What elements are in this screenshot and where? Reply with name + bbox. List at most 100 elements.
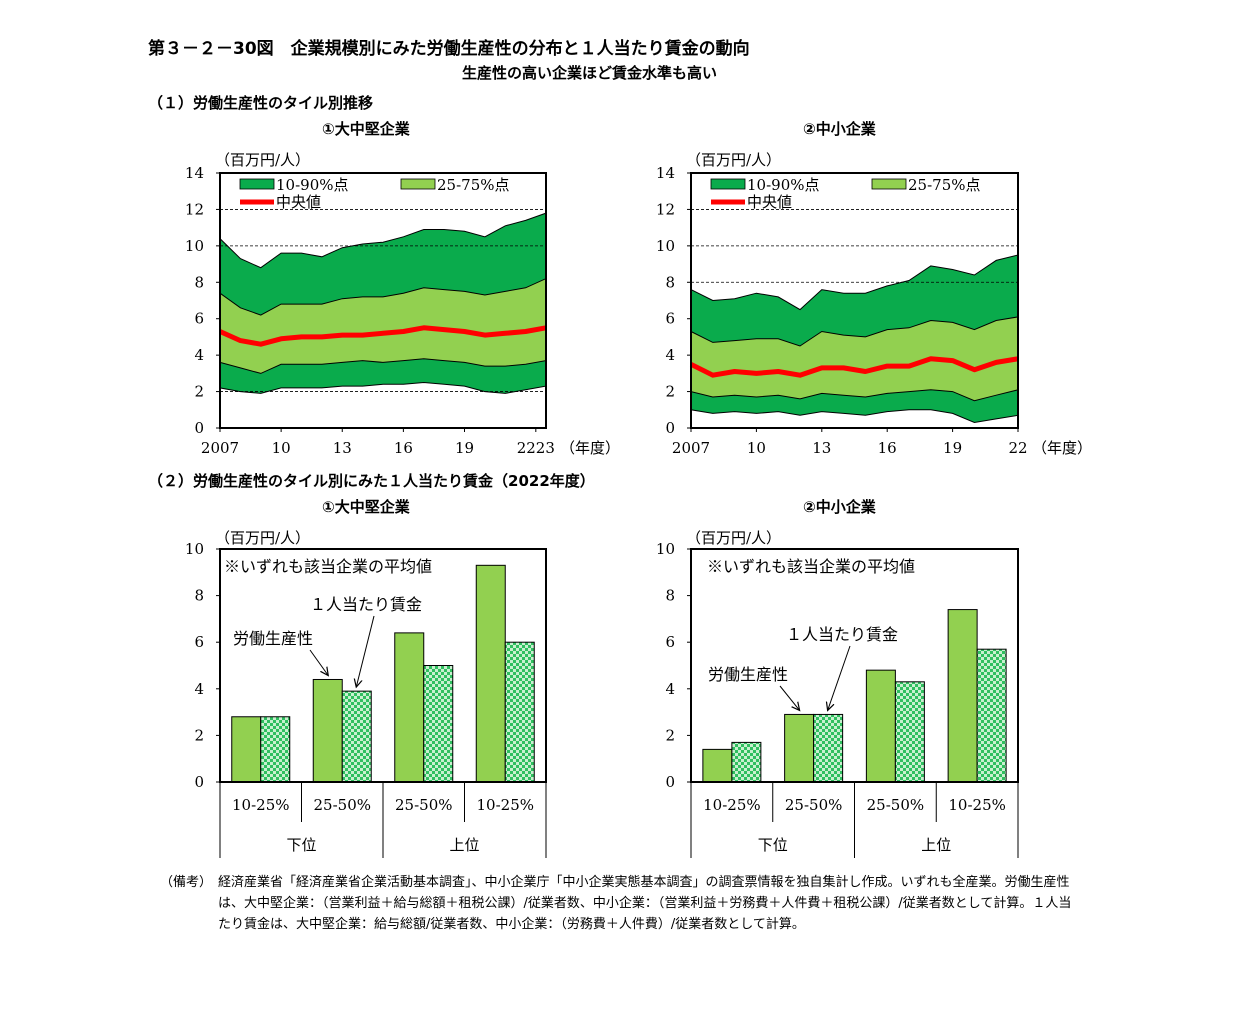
bar-large-ytick-label: 2 [194,726,204,744]
bar-large-bar-productivity [231,716,262,783]
line-large-legend-label-median: 中央値 [276,193,321,211]
figure-subtitle: 生産性の高い企業ほど賃金水準も高い [462,64,718,82]
line-small-legend-label-10-90: 10-90%点 [747,176,820,194]
line-small-ytick-label: 4 [665,346,675,364]
bar-large-ytick-label: 8 [194,587,204,605]
bar-large-bar-productivity [312,678,343,783]
bar-large-note: ※いずれも該当企業の平均値 [224,557,432,576]
panel-title-large-2: ①大中堅企業 [322,498,410,516]
bar-small-category-label: 10-25% [703,796,761,814]
bar-large-ytick-label: 10 [185,540,204,558]
bar-large-arrow-productivity [309,649,328,675]
line-small-ytick-label: 2 [665,383,675,401]
bar-small-annotation-wage: １人当たり賃金 [786,625,898,644]
line-large-xlabel: （年度） [560,439,620,457]
bar-small-category-label: 25-50% [867,796,925,814]
bar-small-ytick-label: 8 [665,587,675,605]
line-small-xtick-label: 19 [943,439,962,457]
line-large-median-line [218,325,547,347]
line-large-ytick-label: 12 [185,200,204,218]
bar-small-bar-wage [813,713,844,783]
bar-small-arrow-productivity [779,685,800,710]
bar-small-bar-productivity [784,713,815,783]
bar-large-ytick-label: 4 [194,680,204,698]
line-small-ytick-label: 12 [656,200,675,218]
bar-small-ytick-label: 0 [665,773,675,791]
line-small-legend-label-25-75: 25-75%点 [908,176,981,194]
bar-small-ytick-label: 4 [665,680,675,698]
bar-large-category-label: 25-50% [314,796,372,814]
notes-text: 経済産業省「経済産業省企業活動基本調査」、中小企業庁「中小企業実態基本調査」の調… [218,875,1072,932]
line-large-ylabel: （百万円/人） [215,151,310,169]
line-small-ytick-label: 14 [656,164,675,182]
line-large-ytick-label: 14 [185,164,204,182]
bar-small-bar-productivity [947,609,978,783]
panel-title-small-1: ②中小企業 [803,120,876,138]
line-small-xtick-label: 10 [747,439,766,457]
line-large-ytick-label: 0 [194,419,204,437]
line-small-median-line [689,356,1019,378]
bar-small-bar-wage [731,741,762,783]
line-large-legend-label-10-90: 10-90%点 [276,176,349,194]
bar-small-bar-wage [976,648,1007,783]
line-large-xtick-label: 10 [272,439,291,457]
bar-large-annotation-productivity: 労働生産性 [233,629,313,648]
bar-large-category-label: 10-25% [477,796,535,814]
line-large-ytick-label: 4 [194,346,204,364]
line-small-ytick-label: 6 [665,310,675,328]
line-small-ytick-label: 8 [665,273,675,291]
bar-large-bar-productivity [394,632,425,783]
bar-small-arrow-wage [828,645,851,710]
panel-title-small-2: ②中小企業 [803,498,876,516]
line-small-legend-swatch-10-90 [710,178,746,190]
bar-large-bar-wage [341,690,372,783]
line-large-legend-swatch-10-90 [239,178,275,190]
bar-large-category-label: 10-25% [232,796,290,814]
line-large-legend-swatch-25-75 [400,178,436,190]
bar-large-bar-productivity [475,564,506,783]
line-large-xtick-label: 16 [394,439,413,457]
line-small-xtick-label: 2007 [672,439,710,457]
notes: （備考） 経済産業省「経済産業省企業活動基本調査」、中小企業庁「中小企業実態基本… [160,872,1078,935]
line-small-xtick-label: 22 [1008,439,1027,457]
section-1-heading: （１）労働生産性のタイル別推移 [148,94,374,112]
line-small-xlabel: （年度） [1032,439,1092,457]
line-small-legend-label-median: 中央値 [747,193,792,211]
bar-small-bar-productivity [702,748,733,783]
bar-small-ytick-label: 6 [665,633,675,651]
line-large-legend-label-25-75: 25-75%点 [437,176,510,194]
line-small-xtick-label: 13 [812,439,831,457]
bar-small-annotation-productivity: 労働生産性 [708,665,788,684]
line-large-frame [219,172,547,429]
figure-title: 第３－２－30図 企業規模別にみた労働生産性の分布と１人当たり賃金の動向 [148,39,750,59]
bar-small-group-label-lower: 下位 [758,836,788,854]
bar-large-bar-wage [260,716,291,783]
panel-title-large-1: ①大中堅企業 [322,120,410,138]
bar-small-ylabel: （百万円/人） [686,529,781,547]
line-large-ytick-label: 2 [194,383,204,401]
line-large-xtick-label: 19 [455,439,474,457]
bar-large-group-label-lower: 下位 [286,836,316,854]
line-small-xtick-label: 16 [878,439,897,457]
bar-large-bar-wage [423,665,454,783]
line-large-ytick-label: 10 [185,237,204,255]
line-small-ylabel: （百万円/人） [686,151,781,169]
bar-large-ytick-label: 0 [194,773,204,791]
line-large-ytick-label: 8 [194,273,204,291]
bar-small-ytick-label: 10 [656,540,675,558]
line-small-ytick-label: 10 [656,237,675,255]
line-large-xtick-label: 13 [333,439,352,457]
bar-large-annotation-wage: １人当たり賃金 [310,595,422,614]
bar-large-ytick-label: 6 [194,633,204,651]
line-small-ytick-label: 0 [665,419,675,437]
bar-small-category-label: 10-25% [948,796,1006,814]
bar-small-group-label-upper: 上位 [921,836,951,854]
bar-large-bar-wage [504,641,535,783]
bar-small-bar-wage [894,681,925,783]
bar-large-group-label-upper: 上位 [449,836,479,854]
line-small-legend-swatch-25-75 [871,178,907,190]
section-2-heading: （２）労働生産性のタイル別にみた１人当たり賃金（2022年度） [148,472,595,490]
bar-large-ylabel: （百万円/人） [215,529,310,547]
notes-label: （備考） [160,875,213,890]
